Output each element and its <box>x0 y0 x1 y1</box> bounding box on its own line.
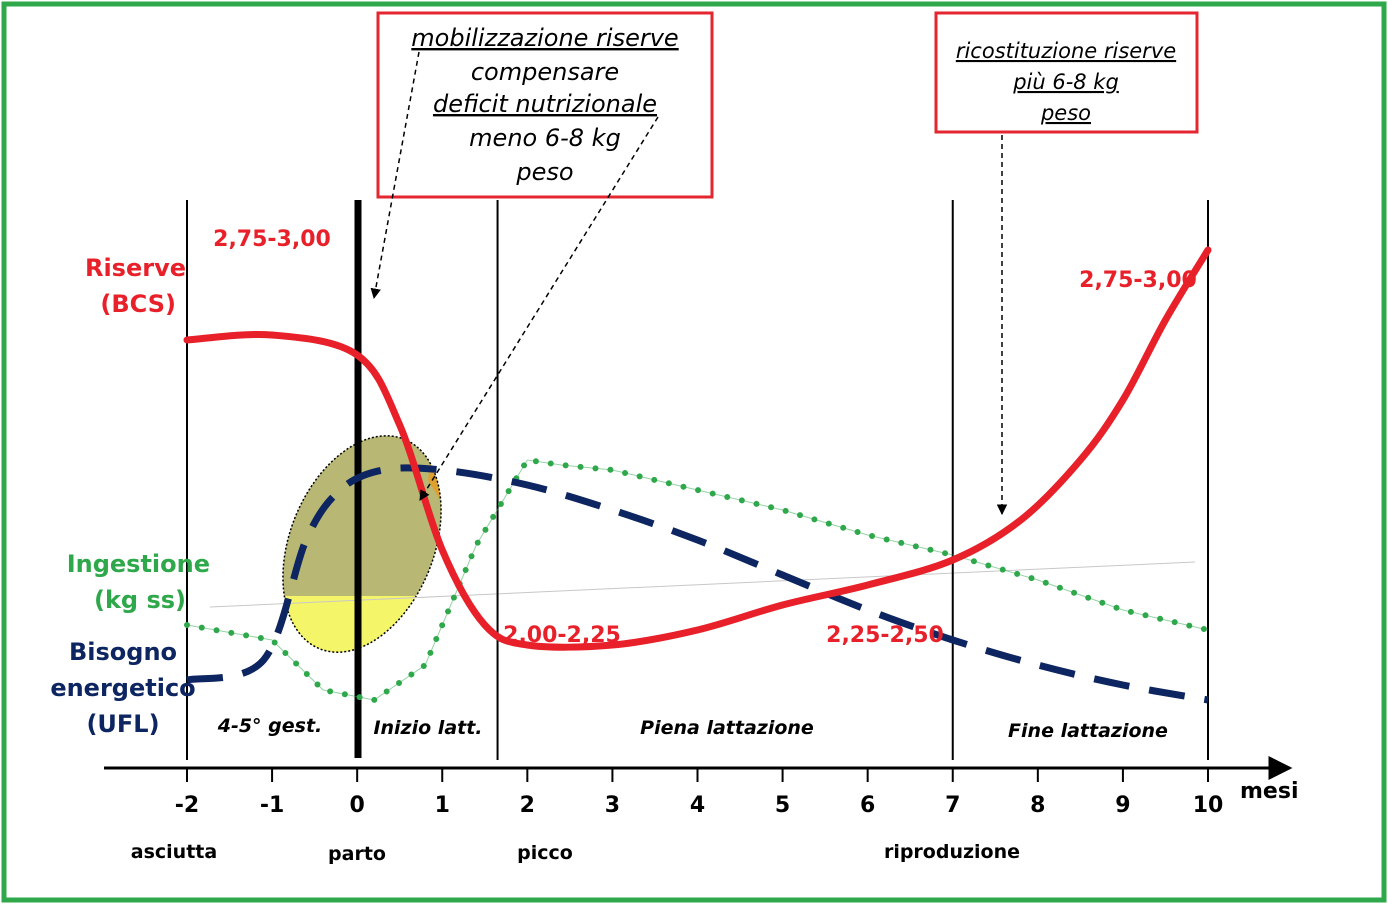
reconstitution-line-2: più 6-8 kg <box>1012 70 1119 94</box>
x-tick-label-12: 10 <box>1193 793 1224 818</box>
event-reproduction: riproduzione <box>884 841 1020 863</box>
reference-line <box>209 561 1196 608</box>
energy-need-series <box>186 464 1209 704</box>
mobilization-line-1: mobilizzazione riserve <box>411 24 678 52</box>
phase-late: Fine lattazione <box>1008 720 1168 742</box>
phase-full: Piena lattazione <box>640 717 814 739</box>
intake-label-1: Ingestione <box>67 550 210 578</box>
need-label-2: energetico <box>50 674 195 702</box>
bcs-repro-label: 2,25-2,50 <box>826 623 944 648</box>
x-tick-label-8: 6 <box>860 793 875 818</box>
x-tick-label-7: 5 <box>775 793 790 818</box>
event-calving: parto <box>328 843 386 865</box>
mobilization-line-4: meno 6-8 kg <box>469 124 621 152</box>
x-tick-label-10: 8 <box>1030 793 1045 818</box>
bcs-end-label: 2,75-3,00 <box>1079 268 1197 293</box>
intake-series-guide <box>186 459 1209 701</box>
x-tick-label-1: -1 <box>260 793 284 818</box>
bcs-min-label: 2,00-2,25 <box>503 623 621 648</box>
arrow-to-ellipse <box>419 116 659 501</box>
mobilization-line-2: compensare <box>471 58 619 86</box>
phase-boundaries <box>186 200 1209 760</box>
bcs-start-label: 2,75-3,00 <box>213 227 331 252</box>
x-tick-label-11: 9 <box>1115 793 1130 818</box>
annotation-box-mobilization: mobilizzazione riserve compensare defici… <box>376 11 714 199</box>
phase-gestation: 4-5° gest. <box>217 715 323 737</box>
phase-early: Inizio latt. <box>373 717 482 739</box>
reserves-series <box>183 246 1212 651</box>
reconstitution-line-3: peso <box>1040 101 1091 125</box>
reconstitution-line-1: ricostituzione riserve <box>956 39 1176 63</box>
x-axis-label: mesi <box>1240 779 1298 804</box>
series-layer <box>183 246 1212 704</box>
x-tick-label-9: 7 <box>945 793 960 818</box>
x-ticks: -2 -1 0 1 2 3 4 5 6 7 8 9 10 <box>175 768 1224 818</box>
need-label-3: (UFL) <box>86 710 159 738</box>
x-tick-label-3: 1 <box>435 793 450 818</box>
need-label-1: Bisogno <box>69 638 177 666</box>
event-peak: picco <box>517 842 573 864</box>
x-tick-label-4: 2 <box>520 793 535 818</box>
x-tick-label-0: -2 <box>175 793 199 818</box>
annotation-box-reconstitution: ricostituzione riserve più 6-8 kg peso <box>934 11 1199 134</box>
event-dry: asciutta <box>131 841 217 863</box>
mobilization-line-5: peso <box>515 158 573 186</box>
x-tick-label-6: 4 <box>690 793 705 818</box>
reserves-label-1: Riserve <box>85 254 186 282</box>
mobilization-line-3: deficit nutrizionale <box>433 90 657 118</box>
reserves-label-2: (BCS) <box>100 290 176 318</box>
x-tick-label-2: 0 <box>350 793 365 818</box>
intake-label-2: (kg ss) <box>94 586 186 614</box>
x-tick-label-5: 3 <box>605 793 620 818</box>
arrow-to-reserves <box>370 51 420 300</box>
